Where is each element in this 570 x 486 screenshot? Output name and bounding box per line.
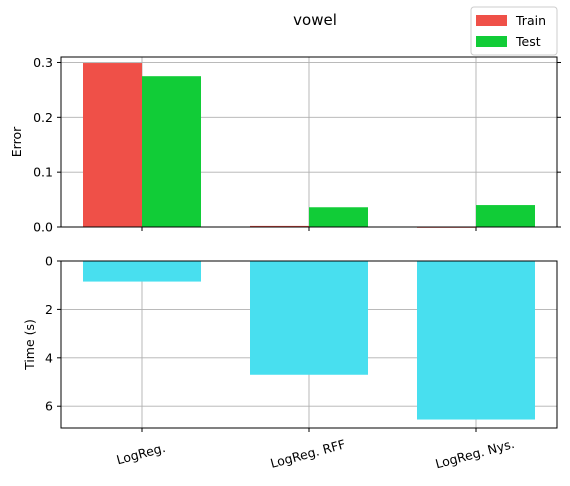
category-label: LogReg. Nys. <box>434 436 516 472</box>
error-ytick-label: 0.2 <box>33 110 53 125</box>
bar-train-0 <box>83 63 142 227</box>
legend-label-train: Train <box>515 13 546 28</box>
time-axis-label: Time (s) <box>22 319 37 371</box>
legend-label-test: Test <box>515 34 541 49</box>
bar-test-1 <box>309 207 368 227</box>
legend-swatch-test <box>476 36 507 47</box>
error-ytick-label: 0.3 <box>33 55 53 70</box>
bar-time-1 <box>250 261 368 375</box>
time-axes: 0 2 4 6 LogReg. LogReg. RFF LogReg. Nys. <box>45 254 558 472</box>
time-ytick-label: 2 <box>45 302 53 317</box>
bar-test-0 <box>142 76 201 228</box>
error-axis-label: Error <box>9 126 24 157</box>
bar-test-2 <box>476 205 535 227</box>
category-label: LogReg. <box>115 440 167 467</box>
category-label: LogReg. RFF <box>269 436 347 470</box>
bar-time-2 <box>417 261 535 420</box>
error-axes: 0.0 0.1 0.2 0.3 <box>33 55 561 235</box>
bar-time-0 <box>83 261 201 282</box>
error-axes-frame <box>60 56 558 228</box>
legend-swatch-train <box>476 15 507 26</box>
chart-title: vowel <box>293 11 337 29</box>
error-ytick-label: 0.1 <box>33 165 53 180</box>
time-ytick-label: 4 <box>45 350 53 365</box>
time-ytick-label: 0 <box>45 254 53 269</box>
error-ytick-label: 0.0 <box>33 220 53 235</box>
time-ytick-label: 6 <box>45 399 53 414</box>
bar-train-1 <box>250 225 309 227</box>
time-axes-frame <box>60 260 558 429</box>
legend: Train Test <box>470 6 558 56</box>
